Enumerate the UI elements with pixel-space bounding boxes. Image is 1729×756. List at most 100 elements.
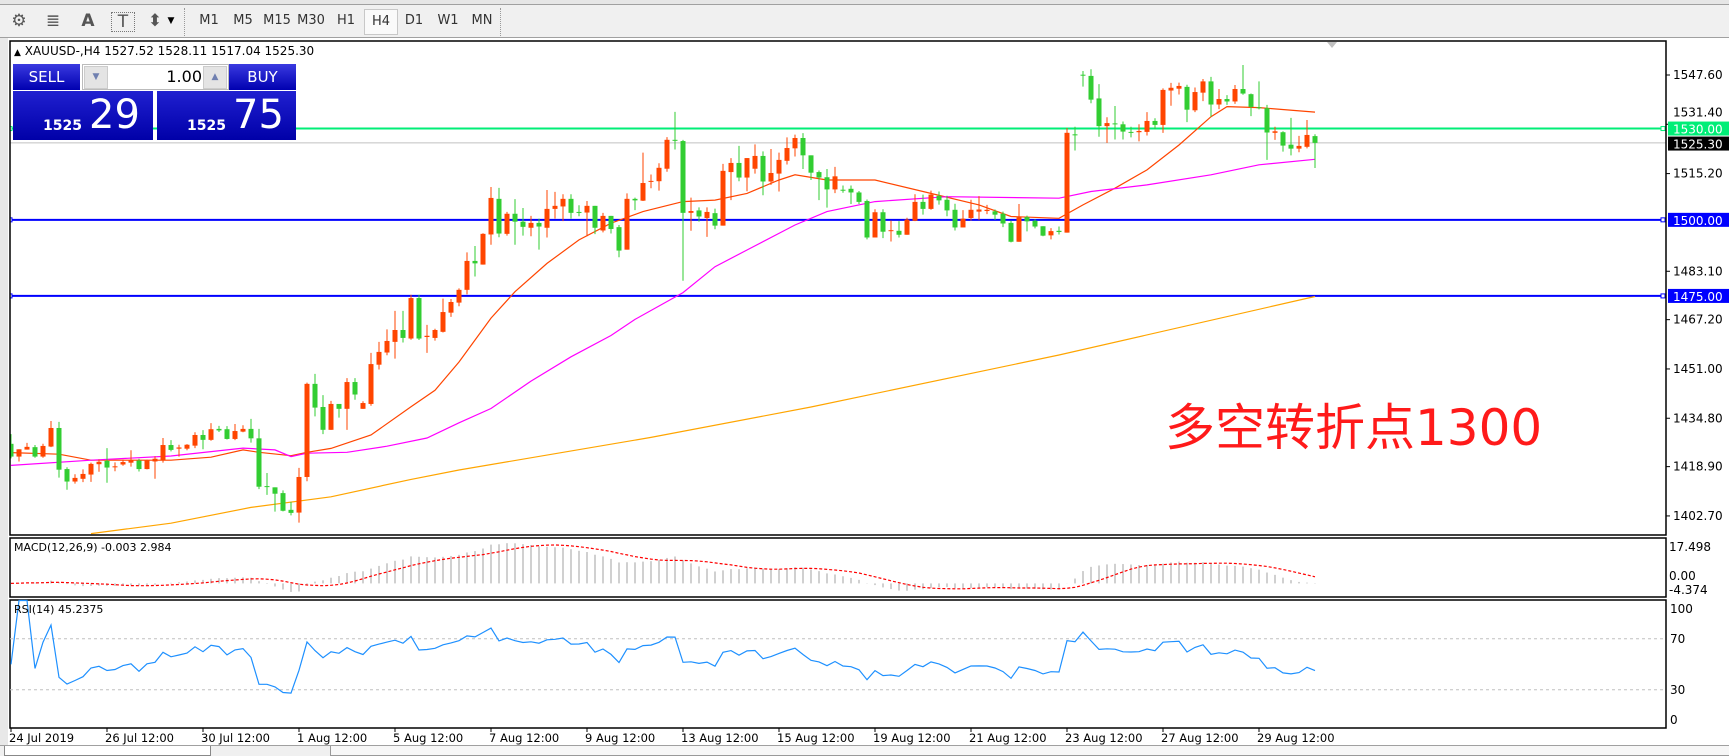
- candle-body: [280, 493, 286, 511]
- chart-annotation-text[interactable]: 多空转折点1300: [1165, 399, 1543, 457]
- timeframe-m1[interactable]: M1: [199, 13, 219, 28]
- candle: [1000, 211, 1006, 228]
- candle-body: [160, 445, 166, 461]
- candle: [1296, 135, 1302, 153]
- candle: [208, 423, 214, 441]
- candle-body: [512, 213, 518, 222]
- candle-body: [488, 197, 494, 235]
- candle: [256, 428, 262, 490]
- sell-price-button[interactable]: 1525 29: [13, 91, 153, 140]
- candle: [40, 443, 46, 458]
- candle-body: [96, 461, 102, 465]
- timeframe-m5[interactable]: M5: [233, 13, 253, 28]
- candle-body: [1080, 74, 1086, 76]
- candle: [752, 144, 758, 174]
- candle-body: [1064, 132, 1070, 233]
- collapse-triangle-icon[interactable]: ▲: [14, 48, 21, 58]
- candle-body: [1008, 222, 1014, 242]
- chevron-down-icon[interactable]: ▼: [167, 16, 175, 26]
- candle: [504, 211, 510, 236]
- lot-size-stepper[interactable]: ▼ 1.00 ▲: [82, 64, 229, 90]
- candle-body: [1272, 131, 1278, 133]
- candle: [536, 218, 542, 250]
- fibonacci-fan-icon[interactable]: ≣: [45, 11, 61, 31]
- buy-price-button[interactable]: 1525 75: [157, 91, 296, 140]
- candle-body: [1152, 120, 1158, 125]
- candle: [224, 426, 230, 440]
- candle: [488, 186, 494, 245]
- candle-body: [1136, 130, 1142, 133]
- candle: [1288, 117, 1294, 156]
- candle-body: [1200, 81, 1206, 93]
- timeframe-mn[interactable]: MN: [471, 13, 493, 28]
- candle-body: [1288, 144, 1294, 149]
- lot-increase-icon[interactable]: ▲: [203, 66, 227, 89]
- candle: [1096, 84, 1102, 137]
- buy-button[interactable]: BUY: [229, 64, 296, 90]
- candle: [792, 134, 798, 157]
- candle-body: [1248, 94, 1254, 107]
- timeframe-h1[interactable]: H1: [336, 13, 356, 28]
- rsi-scale-label: 70: [1670, 632, 1685, 646]
- sell-button[interactable]: SELL: [13, 64, 80, 90]
- rsi-panel: [9, 599, 1667, 729]
- candle-body: [184, 444, 190, 449]
- candle-body: [408, 298, 414, 339]
- candle: [840, 185, 846, 193]
- timeframe-w1[interactable]: W1: [437, 13, 459, 28]
- candle-body: [472, 260, 478, 264]
- timeframe-m15[interactable]: M15: [263, 13, 291, 28]
- price-tick-label: 1531.40: [1673, 106, 1723, 120]
- candle: [1216, 88, 1222, 110]
- macd-panel: [9, 537, 1667, 598]
- window-top-strip: [0, 0, 1729, 5]
- candle-body: [1128, 131, 1134, 133]
- candle: [528, 215, 534, 237]
- macd-scale-max: 17.498: [1669, 540, 1711, 554]
- horizontal-line-label-bg: [1668, 288, 1729, 303]
- candle-body: [1216, 99, 1222, 105]
- text-label-icon[interactable]: T: [111, 12, 135, 32]
- time-axis-label: 15 Aug 12:00: [777, 731, 855, 745]
- lot-size-input[interactable]: 1.00: [166, 67, 202, 86]
- candle: [1192, 87, 1198, 113]
- candle-body: [712, 213, 718, 226]
- moving-average-fast: [10, 105, 1316, 461]
- candle: [720, 163, 726, 226]
- timeframe-m30[interactable]: M30: [297, 13, 325, 28]
- toolbar: ⚙ ≣ A T ⬍ ▼ M1 M5 M15 M30 H1 H4 D1 W1 MN: [0, 5, 1729, 39]
- candle: [1056, 226, 1062, 235]
- macd-label: MACD(12,26,9) -0.003 2.984: [14, 541, 172, 554]
- candle: [480, 233, 486, 265]
- candle-body: [528, 222, 534, 228]
- timeframe-h4[interactable]: H4: [364, 9, 398, 35]
- candle-body: [768, 172, 774, 182]
- candle-body: [1000, 213, 1006, 224]
- line-handle: [10, 293, 13, 299]
- main-plot: [10, 64, 1666, 535]
- candle: [112, 462, 118, 472]
- arrows-icon[interactable]: ⬍: [147, 11, 163, 31]
- timeframe-d1[interactable]: D1: [404, 13, 424, 28]
- lot-decrease-icon[interactable]: ▼: [84, 66, 108, 89]
- candle-body: [1024, 217, 1030, 222]
- candle: [728, 158, 734, 201]
- candle-body: [432, 330, 438, 338]
- candle-body: [592, 205, 598, 228]
- candle-body: [968, 209, 974, 219]
- candle-body: [1176, 85, 1182, 89]
- candle-body: [680, 141, 686, 213]
- time-axis-label: 13 Aug 12:00: [681, 731, 759, 745]
- text-icon[interactable]: A: [81, 11, 95, 31]
- candle-body: [672, 139, 678, 141]
- expert-properties-icon[interactable]: ⚙: [11, 11, 27, 31]
- candle: [952, 203, 958, 231]
- candle-body: [216, 428, 222, 431]
- candle-body: [616, 227, 622, 251]
- bid-price-label: 1525.30: [1673, 138, 1723, 152]
- line-handle: [1660, 293, 1666, 299]
- candle-body: [448, 302, 454, 313]
- candle: [328, 400, 334, 430]
- candle: [544, 190, 550, 238]
